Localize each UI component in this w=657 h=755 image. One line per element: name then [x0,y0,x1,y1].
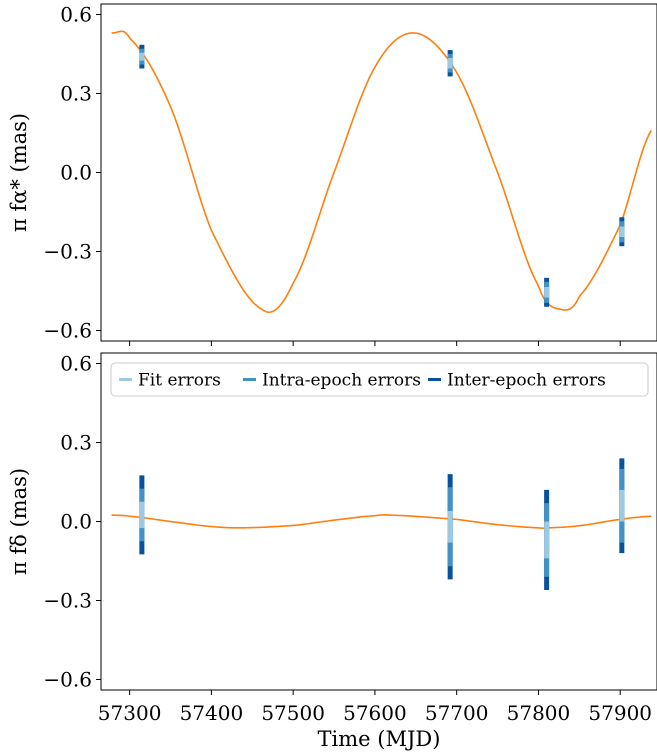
model-curve [111,514,652,529]
y-tick-label: 0.3 [60,431,92,455]
y-tick-label: −0.6 [43,318,92,342]
x-tick-label: 57400 [180,701,244,725]
legend-box [110,362,649,397]
x-tick-label: 57800 [507,701,571,725]
y-axis-label: π fα* (mas) [7,113,31,232]
plot-frame [100,3,657,342]
x-axis-label: Time (MJD) [318,727,441,751]
legend-label: Fit errors [138,371,221,391]
bottom-panel: −0.6 −0.3 0.0 0.3 0.6 57300 57400 57500 57600 577… [7,352,657,725]
y-tick-label: −0.3 [43,588,92,612]
model-curve [111,30,652,314]
x-tick-label: 57600 [343,701,407,725]
x-tick-label: 57700 [425,701,489,725]
y-tick-label: 0.0 [60,510,92,534]
y-tick-label: 0.0 [60,161,92,185]
x-tick-label: 57500 [261,701,325,725]
plot-frame [100,352,657,691]
x-tick-label: 57300 [98,701,162,725]
top-panel: −0.6 −0.3 0.0 0.3 0.6 π fα* (mas) [7,3,657,346]
x-tick-label: 57900 [588,701,652,725]
legend-label: Inter-epoch errors [447,371,606,391]
y-tick-label: −0.6 [43,667,92,691]
y-tick-label: 0.3 [60,82,92,106]
y-tick-label: −0.3 [43,239,92,263]
legend: Fit errors Intra-epoch errors Inter-epoch … [110,362,649,397]
y-tick-label: 0.6 [60,352,92,376]
y-axis-label: π fδ (mas) [7,468,31,575]
y-tick-label: 0.6 [60,3,92,27]
legend-label: Intra-epoch errors [262,371,421,391]
